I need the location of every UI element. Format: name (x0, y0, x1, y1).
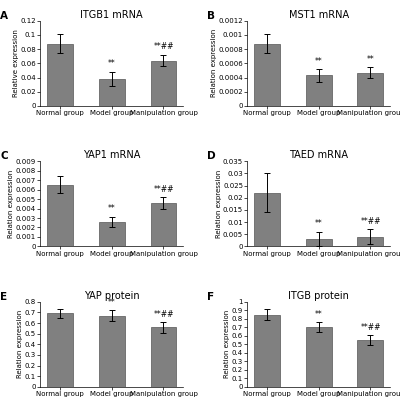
Text: F: F (207, 292, 214, 302)
Y-axis label: Relation expression: Relation expression (17, 310, 23, 379)
Bar (253, 193, 279, 246)
Y-axis label: Relation expression: Relation expression (224, 310, 230, 379)
Y-axis label: Relation expression: Relation expression (8, 170, 14, 238)
Y-axis label: Relation expression: Relation expression (211, 29, 217, 97)
Bar (98, 316, 124, 387)
Text: **##: **## (153, 310, 173, 319)
Text: **: ** (107, 204, 115, 213)
Title: ITGB protein: ITGB protein (288, 291, 348, 301)
Title: TAED mRNA: TAED mRNA (288, 151, 347, 161)
Title: ITGB1 mRNA: ITGB1 mRNA (80, 10, 142, 20)
Bar (356, 237, 383, 246)
Bar (47, 44, 73, 106)
Text: **: ** (314, 219, 322, 228)
Bar (98, 222, 124, 246)
Bar (47, 313, 73, 387)
Bar (253, 44, 279, 106)
Text: **: ** (107, 298, 115, 307)
Text: **: ** (107, 59, 115, 69)
Text: A: A (0, 10, 8, 20)
Bar (356, 340, 383, 387)
Bar (305, 75, 331, 106)
Bar (305, 327, 331, 387)
Bar (47, 185, 73, 246)
Text: **: ** (314, 310, 322, 319)
Text: **##: **## (359, 217, 380, 226)
Text: **: ** (314, 57, 322, 66)
Y-axis label: Relation expression: Relation expression (215, 170, 221, 238)
Bar (356, 72, 383, 106)
Text: **##: **## (153, 42, 173, 52)
Bar (98, 79, 124, 106)
Title: YAP protein: YAP protein (83, 291, 139, 301)
Bar (150, 203, 176, 246)
Text: E: E (0, 292, 7, 302)
Text: **##: **## (359, 322, 380, 332)
Text: **: ** (366, 54, 373, 64)
Title: YAP1 mRNA: YAP1 mRNA (83, 151, 140, 161)
Bar (150, 327, 176, 387)
Bar (305, 239, 331, 246)
Text: C: C (0, 151, 8, 161)
Bar (150, 61, 176, 106)
Text: D: D (207, 151, 215, 161)
Title: MST1 mRNA: MST1 mRNA (288, 10, 348, 20)
Text: **##: **## (153, 185, 173, 194)
Y-axis label: Relative expression: Relative expression (13, 30, 19, 97)
Bar (253, 314, 279, 387)
Text: B: B (207, 10, 215, 20)
